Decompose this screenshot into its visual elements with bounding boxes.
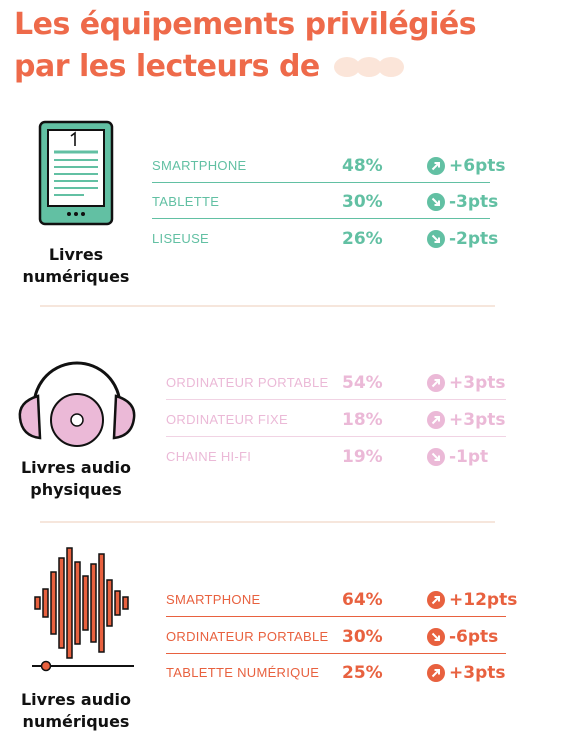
percentage-value: 48%	[342, 156, 383, 176]
percentage-value: 18%	[342, 410, 383, 430]
percentage-value: 64%	[342, 590, 383, 610]
title-line-2: par les lecteurs de	[14, 49, 320, 84]
row-divider	[166, 615, 506, 617]
table-row: ORDINATEUR PORTABLE 54% +3pts	[166, 366, 506, 400]
percentage-value: 54%	[342, 373, 383, 393]
arrow-down-circle-icon	[427, 230, 445, 248]
table-row: CHAINE HI-FI 19% -1pt	[166, 440, 506, 474]
category-label: Livres audio numériques	[20, 690, 132, 731]
change-value: -2pts	[427, 222, 498, 256]
change-value: -6pts	[427, 620, 498, 654]
change-value: +3pts	[427, 403, 506, 437]
device-label: SMARTPHONE	[166, 592, 261, 607]
device-label: ORDINATEUR PORTABLE	[166, 629, 329, 644]
section-divider	[40, 521, 495, 523]
arrow-up-circle-icon	[427, 157, 445, 175]
change-value: -1pt	[427, 440, 488, 474]
arrow-up-circle-icon	[427, 374, 445, 392]
row-divider	[152, 181, 490, 183]
percentage-value: 30%	[342, 627, 383, 647]
table-row: TABLETTE 30% -3pts	[152, 185, 498, 219]
device-label: CHAINE HI-FI	[166, 449, 252, 464]
table-row: TABLETTE NUMÉRIQUE 25% +3pts	[166, 656, 506, 690]
sound-wave-icon	[32, 547, 134, 672]
percentage-value: 25%	[342, 663, 383, 683]
table-row: SMARTPHONE 48% +6pts	[152, 149, 506, 183]
page-title: Les équipements privilégiés par les lect…	[14, 4, 477, 89]
row-divider	[152, 217, 490, 219]
change-value: +3pts	[427, 656, 506, 690]
table-row: ORDINATEUR PORTABLE 30% -6pts	[166, 620, 506, 654]
percentage-value: 19%	[342, 447, 383, 467]
device-label: TABLETTE NUMÉRIQUE	[166, 665, 320, 680]
row-divider	[166, 652, 506, 654]
device-label: LISEUSE	[152, 231, 210, 246]
arrow-down-circle-icon	[427, 193, 445, 211]
category-label: Livres numériques	[22, 245, 130, 286]
arrow-up-circle-icon	[427, 411, 445, 429]
device-label: ORDINATEUR PORTABLE	[166, 375, 329, 390]
ereader-icon	[38, 120, 114, 226]
brand-dots-logo	[333, 47, 404, 89]
change-value: +3pts	[427, 366, 506, 400]
row-divider	[166, 398, 506, 400]
change-value: -3pts	[427, 185, 498, 219]
change-value: +6pts	[427, 149, 506, 183]
table-row: LISEUSE 26% -2pts	[152, 222, 498, 256]
arrow-up-circle-icon	[427, 664, 445, 682]
percentage-value: 30%	[342, 192, 383, 212]
row-divider	[166, 435, 506, 437]
table-row: ORDINATEUR FIXE 18% +3pts	[166, 403, 506, 437]
device-label: TABLETTE	[152, 194, 220, 209]
table-row: SMARTPHONE 64% +12pts	[166, 583, 517, 617]
device-label: SMARTPHONE	[152, 158, 247, 173]
device-label: ORDINATEUR FIXE	[166, 412, 288, 427]
percentage-value: 26%	[342, 229, 383, 249]
title-line-1: Les équipements privilégiés	[14, 7, 477, 42]
arrow-down-circle-icon	[427, 448, 445, 466]
headphones-cd-icon	[18, 361, 136, 447]
arrow-up-circle-icon	[427, 591, 445, 609]
change-value: +12pts	[427, 583, 517, 617]
category-label: Livres audio physiques	[20, 458, 132, 499]
arrow-down-circle-icon	[427, 628, 445, 646]
section-divider	[40, 305, 495, 307]
